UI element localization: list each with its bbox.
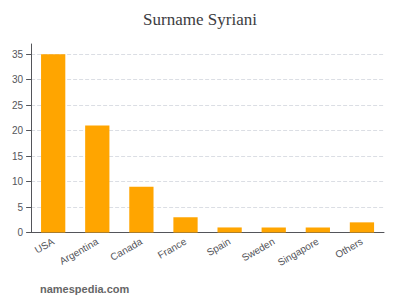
svg-text:Others: Others (333, 236, 364, 261)
svg-text:France: France (156, 236, 189, 261)
svg-text:35: 35 (12, 49, 24, 60)
svg-text:Sweden: Sweden (240, 236, 277, 264)
svg-text:25: 25 (12, 100, 24, 111)
svg-text:namespedia.com: namespedia.com (40, 283, 129, 295)
svg-text:30: 30 (12, 74, 24, 85)
svg-text:Singapore: Singapore (276, 236, 321, 269)
svg-text:Spain: Spain (205, 236, 233, 258)
svg-text:15: 15 (12, 151, 24, 162)
svg-text:Surname Syriani: Surname Syriani (143, 10, 257, 29)
svg-text:Argentina: Argentina (58, 236, 101, 267)
svg-text:20: 20 (12, 125, 24, 136)
svg-text:5: 5 (18, 202, 24, 213)
svg-text:10: 10 (12, 176, 24, 187)
svg-text:Canada: Canada (108, 236, 144, 263)
svg-text:0: 0 (18, 227, 24, 238)
svg-text:USA: USA (33, 236, 57, 256)
